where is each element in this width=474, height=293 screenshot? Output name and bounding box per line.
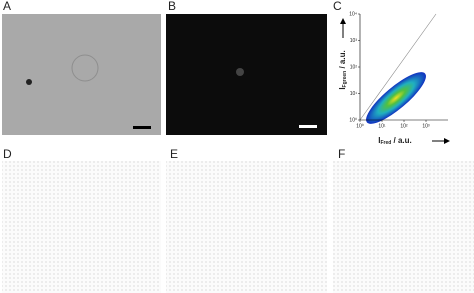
vesicle [71, 54, 99, 82]
vesicle [236, 68, 244, 76]
panel-label: F [338, 147, 345, 161]
x-tick-label: 10³ [422, 123, 430, 129]
diagonal [359, 13, 437, 121]
panel-label: D [3, 147, 12, 161]
y-tick-label: 10⁰ [349, 117, 357, 123]
arrow-head [444, 138, 450, 144]
y-tick-label: 10² [350, 64, 358, 70]
symbol: I [378, 136, 380, 145]
density-cloud [366, 72, 426, 124]
panel-label: E [170, 147, 178, 161]
scatter-plot: IFgreen / a.u. IFred / a.u. 10⁰ 10¹ 10² 10³… [338, 11, 450, 146]
micrograph [2, 14, 161, 135]
panel-area [166, 161, 327, 293]
symbol: I [338, 87, 347, 89]
particle [26, 79, 32, 85]
panel-label: A [3, 0, 11, 13]
y-tick-label: 10⁴ [349, 11, 357, 17]
micrograph [166, 14, 327, 135]
unit: / a.u. [338, 50, 347, 70]
scale-bar [133, 126, 151, 129]
subscript: Fgreen [342, 71, 348, 88]
y-axis-label: IFgreen / a.u. [338, 50, 348, 89]
scale-bar [299, 125, 317, 128]
x-tick-label: 10² [400, 123, 408, 129]
x-tick-label: 10¹ [378, 123, 386, 129]
arrow-head [340, 18, 346, 24]
panel-label: B [168, 0, 176, 13]
y-tick-label: 10³ [350, 38, 358, 44]
unit: / a.u. [391, 136, 411, 145]
subscript: Fred [380, 140, 391, 146]
panel-area [2, 161, 161, 293]
panel-area [333, 161, 474, 293]
x-axis-label: IFred / a.u. [378, 136, 412, 146]
y-tick-label: 10¹ [350, 91, 358, 97]
x-tick-label: 10⁰ [356, 123, 364, 129]
panel-label: C [333, 0, 342, 13]
